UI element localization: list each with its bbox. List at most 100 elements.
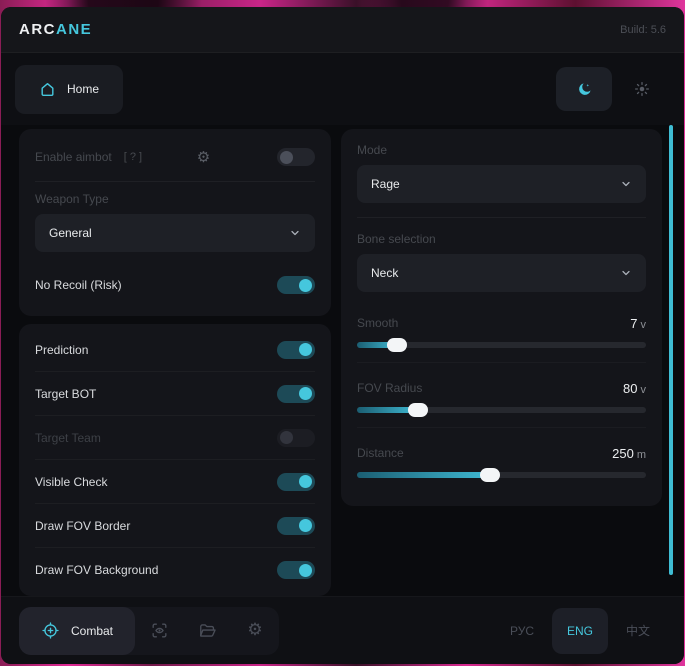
fov-radius-slider-knob[interactable] [407,403,428,417]
language-eng-button[interactable]: ENG [552,607,608,654]
distance-slider[interactable] [357,468,646,482]
visible-check-row: Visible Check [35,460,315,504]
toggle-list-card: Prediction Target BOT Target Team Visibl… [19,324,331,596]
weapon-type-select[interactable]: General [35,214,315,252]
enable-aimbot-label: Enable aimbot [35,150,112,164]
enable-aimbot-toggle[interactable] [276,148,315,166]
smooth-slider-fill [357,342,398,348]
draw-fov-border-row: Draw FOV Border [35,504,315,548]
fov-radius-value: 80 v [623,380,646,396]
bone-selection-select[interactable]: Neck [357,254,646,292]
mode-value: Rage [371,177,400,191]
target-team-row: Target Team [35,416,315,460]
distance-head: Distance 250 m [357,444,646,462]
language-zh-button[interactable]: 中文 [610,608,666,654]
combat-tab-label: Combat [71,623,114,638]
mode-select[interactable]: Rage [357,165,646,203]
brand-prefix: ARC [19,21,56,38]
left-column: Enable aimbot [ ? ] ⚙ Weapon Type Genera… [19,129,331,596]
fov-radius-slider-group: FOV Radius 80 v [357,362,646,427]
target-bot-row: Target BOT [35,372,315,416]
home-icon [39,81,56,98]
visible-check-label: Visible Check [35,474,108,489]
scrollbar[interactable] [669,125,673,575]
mode-label: Mode [357,143,388,157]
gear-icon: ⚙ [247,620,263,640]
divider [35,181,315,182]
language-rus-button[interactable]: РУС [494,608,550,654]
configs-tab[interactable] [183,607,231,655]
fov-radius-head: FOV Radius 80 v [357,379,646,397]
folder-icon [198,621,217,640]
app-window: ARCANE Build: 5.6 Home [1,7,684,664]
language-rus-label: РУС [509,623,535,638]
right-column: Mode Rage Bone selection Neck [341,129,662,596]
aimbot-help-hint: [ ? ] [123,151,143,163]
weapon-type-value: General [49,226,92,240]
target-team-label: Target Team [35,430,101,445]
prediction-row: Prediction [35,328,315,372]
prediction-label: Prediction [35,342,89,357]
moon-icon [576,81,593,98]
weapon-type-label: Weapon Type [35,192,109,206]
target-team-toggle[interactable] [277,428,315,447]
combat-tab[interactable]: Combat [19,606,136,655]
chevron-down-icon [620,267,632,279]
fov-radius-slider-fill [357,407,418,413]
visible-check-toggle[interactable] [277,472,315,491]
app-logo: ARCANE [19,21,92,38]
draw-fov-background-row: Draw FOV Background [35,548,315,592]
smooth-label: Smooth [357,316,399,330]
settings-card: Mode Rage Bone selection Neck [341,129,662,506]
home-label: Home [67,82,100,96]
light-mode-button[interactable] [614,67,670,111]
target-bot-toggle[interactable] [277,384,315,403]
no-recoil-row: No Recoil (Risk) [35,268,315,302]
divider [357,217,646,218]
settings-tab[interactable]: ⚙ [231,607,279,655]
bone-selection-label: Bone selection [357,232,436,246]
fov-radius-slider[interactable] [357,403,646,417]
fov-radius-label: FOV Radius [357,381,423,395]
distance-slider-group: Distance 250 m [357,427,646,492]
draw-fov-border-toggle[interactable] [277,516,315,535]
sun-icon [634,81,650,97]
crosshair-icon [41,621,60,640]
title-bar: ARCANE Build: 5.6 [1,7,684,53]
bone-selection-value: Neck [371,266,399,280]
chevron-down-icon [289,227,301,239]
draw-fov-background-toggle[interactable] [277,561,315,579]
target-bot-label: Target BOT [35,386,97,401]
smooth-slider-knob[interactable] [387,338,408,352]
distance-label: Distance [357,446,404,460]
smooth-slider[interactable] [357,338,646,352]
enable-aimbot-row: Enable aimbot [ ? ] ⚙ [35,143,315,171]
eye-scan-icon [150,621,169,640]
language-eng-label: ENG [566,623,593,638]
visuals-tab[interactable] [135,607,183,655]
chevron-down-icon [620,178,632,190]
language-switcher: РУС ENG 中文 [494,607,666,654]
build-version: Build: 5.6 [620,23,666,36]
aimbot-card: Enable aimbot [ ? ] ⚙ Weapon Type Genera… [19,129,331,316]
prediction-toggle[interactable] [277,340,315,359]
dark-mode-button[interactable] [556,67,612,111]
nav-bar: Home [1,53,684,125]
theme-switcher [556,67,670,111]
draw-fov-border-label: Draw FOV Border [35,518,131,533]
category-tabs: Combat ⚙ [19,606,280,655]
aimbot-settings-gear-icon[interactable]: ⚙ [196,147,211,166]
distance-slider-fill [357,472,490,478]
distance-slider-knob[interactable] [479,468,500,482]
bottom-bar: Combat ⚙ РУС [1,596,684,664]
draw-fov-background-label: Draw FOV Background [35,563,159,577]
home-button[interactable]: Home [15,64,124,114]
brand-suffix: ANE [56,21,93,38]
language-zh-label: 中文 [625,624,650,638]
distance-value: 250 m [612,445,646,461]
no-recoil-label: No Recoil (Risk) [35,278,122,292]
no-recoil-toggle[interactable] [277,276,315,294]
